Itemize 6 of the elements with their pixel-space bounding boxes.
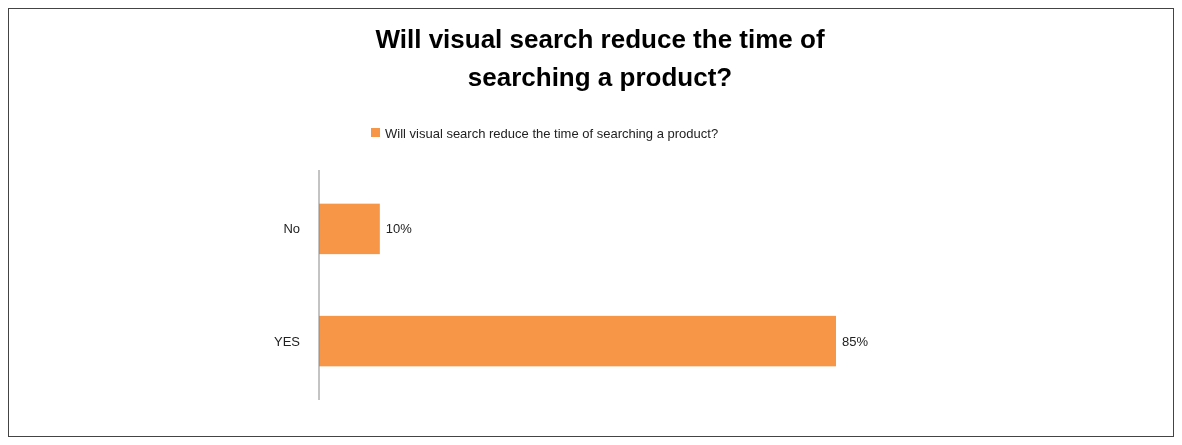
y-tick-label: No xyxy=(283,221,300,237)
data-label: 10% xyxy=(385,221,413,237)
data-label: 85% xyxy=(842,333,869,349)
legend-label: Will visual search reduce the time of searching a product? xyxy=(385,125,719,141)
chart-title: Will visual search reduce the time of searching a product? xyxy=(375,24,825,92)
y-tick-label: YES xyxy=(273,333,301,349)
